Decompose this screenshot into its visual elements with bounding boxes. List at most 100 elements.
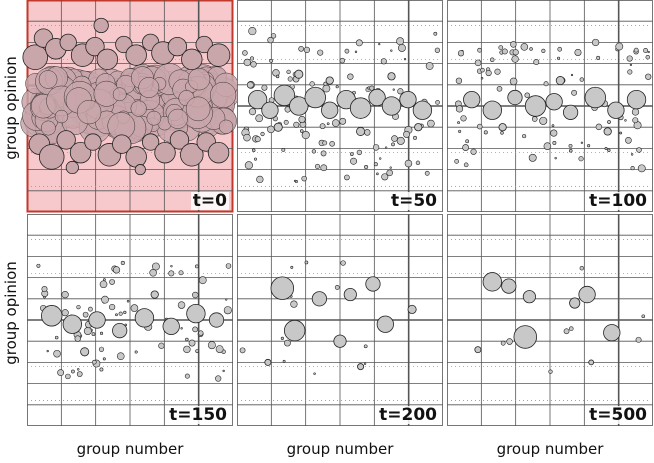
time-label: t=150 xyxy=(167,405,229,425)
group-bubble xyxy=(637,164,646,173)
group-bubble xyxy=(198,276,207,285)
group-bubble-circle xyxy=(524,95,547,117)
group-bubble xyxy=(507,89,523,106)
group-bubble xyxy=(260,131,265,137)
group-bubble xyxy=(457,50,465,57)
group-bubble-circle xyxy=(41,305,63,327)
group-bubble xyxy=(194,264,199,269)
group-bubble xyxy=(146,110,162,126)
group-bubble-circle xyxy=(125,44,147,66)
group-bubble xyxy=(177,301,186,309)
group-bubble xyxy=(563,328,570,335)
group-bubble xyxy=(59,33,77,52)
group-bubble xyxy=(480,67,485,73)
group-bubble xyxy=(267,125,275,134)
group-bubble xyxy=(533,59,540,65)
group-bubble-circle xyxy=(626,89,647,110)
group-bubble xyxy=(185,337,189,342)
group-bubble xyxy=(218,119,234,134)
group-bubble xyxy=(334,285,340,290)
group-bubble xyxy=(46,349,49,353)
panel-t500-plot xyxy=(447,214,653,426)
panel-t150: t=150 xyxy=(27,214,233,426)
group-bubble xyxy=(96,48,119,71)
group-bubble xyxy=(603,324,621,342)
group-bubble xyxy=(425,62,434,70)
group-bubble xyxy=(470,148,477,155)
group-bubble-circle xyxy=(65,160,79,175)
group-bubble-circle xyxy=(513,325,538,349)
group-bubble-circle xyxy=(588,359,595,366)
group-bubble xyxy=(125,146,147,168)
group-bubble xyxy=(500,131,504,135)
group-bubble xyxy=(293,179,297,183)
group-bubble-circle xyxy=(150,290,159,299)
group-bubble xyxy=(552,140,557,145)
time-label: t=500 xyxy=(587,405,649,425)
group-bubble xyxy=(463,162,469,168)
group-bubble xyxy=(187,67,211,91)
group-bubble xyxy=(251,148,256,153)
group-bubble-circle xyxy=(357,363,365,371)
group-bubble xyxy=(215,345,224,353)
group-bubble-circle xyxy=(207,141,230,164)
group-bubble xyxy=(398,44,406,52)
group-bubble xyxy=(99,367,104,372)
group-bubble-circle xyxy=(578,285,596,304)
group-bubble xyxy=(298,115,306,123)
group-bubble xyxy=(38,144,65,170)
group-bubble xyxy=(645,73,652,80)
group-bubble xyxy=(294,69,304,79)
panel-t150-plot xyxy=(27,214,233,426)
group-bubble xyxy=(255,114,264,123)
group-bubble xyxy=(151,262,160,271)
group-bubble xyxy=(158,342,165,349)
group-bubble xyxy=(413,135,417,140)
group-bubble xyxy=(311,291,328,307)
group-bubble xyxy=(386,169,393,177)
group-bubble xyxy=(101,295,109,304)
group-bubble xyxy=(53,349,61,358)
group-bubble-circle xyxy=(270,276,295,300)
group-bubble-circle xyxy=(603,324,621,342)
group-bubble xyxy=(178,270,184,276)
group-bubble-circle xyxy=(273,122,283,132)
group-bubble xyxy=(321,101,339,119)
group-bubble xyxy=(112,134,132,154)
group-bubble xyxy=(627,69,633,75)
group-bubble xyxy=(254,136,261,143)
group-bubble xyxy=(284,339,291,347)
group-bubble-circle xyxy=(195,35,213,54)
group-bubble-circle xyxy=(56,130,76,150)
group-bubble xyxy=(134,164,146,176)
group-bubble-circle xyxy=(399,91,417,109)
group-bubble-circle xyxy=(603,127,612,136)
group-bubble-circle xyxy=(112,322,128,339)
group-bubble xyxy=(126,299,130,303)
x-axis-label-left: group number xyxy=(76,440,184,458)
group-bubble xyxy=(424,170,430,176)
group-bubble xyxy=(250,61,257,68)
group-bubble-circle xyxy=(167,36,188,57)
group-bubble xyxy=(168,270,175,277)
group-bubble xyxy=(350,157,358,165)
group-bubble xyxy=(243,133,251,142)
group-bubble xyxy=(93,17,109,34)
group-bubble xyxy=(574,48,582,56)
group-bubble xyxy=(123,310,127,314)
panel-t100-plot xyxy=(447,0,653,212)
group-bubble-circle xyxy=(304,86,326,109)
group-bubble xyxy=(434,47,441,53)
group-bubble xyxy=(629,63,633,67)
group-bubble xyxy=(510,41,517,48)
group-bubble xyxy=(376,172,379,176)
panel-t200-plot xyxy=(237,214,443,426)
group-bubble-circle xyxy=(162,317,180,336)
group-bubble xyxy=(41,286,48,293)
group-bubble xyxy=(404,159,413,168)
group-bubble xyxy=(522,290,536,304)
group-bubble xyxy=(116,352,125,361)
group-bubble xyxy=(500,340,506,346)
group-bubble xyxy=(501,278,517,294)
group-bubble xyxy=(192,326,198,333)
